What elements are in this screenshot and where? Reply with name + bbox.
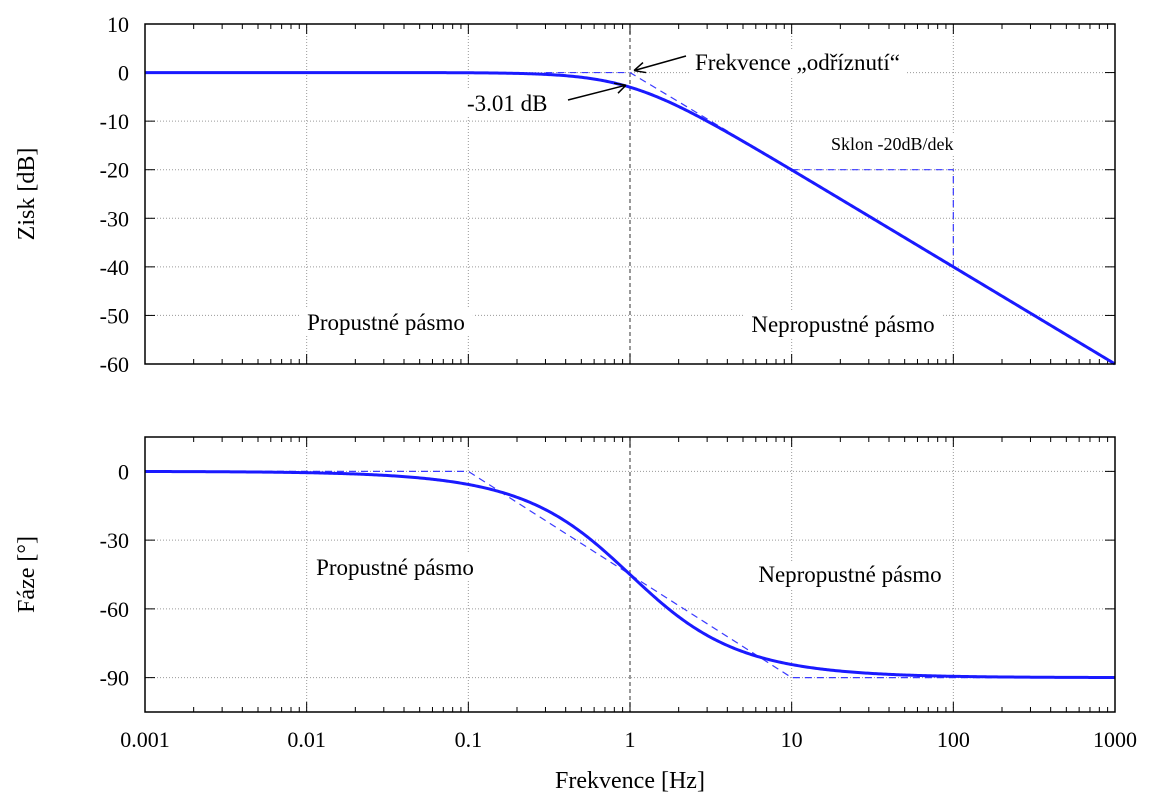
gain-y-axis-label: Zisk [dB] xyxy=(14,148,40,241)
y-tick-label: 0 xyxy=(118,61,129,86)
minus3db-label-background xyxy=(465,90,550,117)
x-tick-label: 0.01 xyxy=(287,727,326,752)
minus3db-arrow xyxy=(567,82,627,101)
phase-panel: 0 -30 -60 -90 0.001 0.01 0.1 1 10 100 1000 Propus… xyxy=(14,436,1137,794)
gain-passband-label: Propustné pásmo xyxy=(307,310,465,335)
y-tick-label: -10 xyxy=(100,109,129,134)
gain-y-tick-labels: 10 0 -10 -20 -30 -40 -50 -60 xyxy=(100,12,129,377)
gain-tick-marks xyxy=(144,23,1116,365)
phase-plot-frame xyxy=(144,436,1116,713)
y-tick-label: -30 xyxy=(100,528,129,553)
x-tick-label: 0.001 xyxy=(120,727,170,752)
x-tick-label: 0.1 xyxy=(455,727,483,752)
phase-grid xyxy=(145,437,1115,712)
phase-passband-label: Propustné pásmo xyxy=(316,555,474,580)
gain-panel: 10 0 -10 -20 -30 -40 -50 -60 Frekvence „odříznu… xyxy=(14,12,1116,377)
gain-curve xyxy=(145,71,1116,366)
phase-y-tick-labels: 0 -30 -60 -90 xyxy=(100,459,129,690)
phase-passband-label-background xyxy=(308,554,482,581)
y-tick-label: -50 xyxy=(100,303,129,328)
phase-stopband-label: Nepropustné pásmo xyxy=(758,562,941,587)
y-tick-label: -30 xyxy=(100,206,129,231)
gain-grid xyxy=(145,24,1115,364)
minus3db-label: -3.01 dB xyxy=(467,91,548,116)
phase-tick-marks xyxy=(144,437,1116,712)
cutoff-frequency-label: Frekvence „odříznutí“ xyxy=(695,50,900,75)
x-tick-label: 1000 xyxy=(1093,727,1137,752)
cutoff-arrow xyxy=(633,55,687,74)
gain-slope-marker xyxy=(791,169,954,267)
y-tick-label: 0 xyxy=(118,459,129,484)
x-axis-label: Frekvence [Hz] xyxy=(555,768,705,794)
cutoff-label-background xyxy=(689,49,906,76)
y-tick-label: -60 xyxy=(100,597,129,622)
phase-y-axis-label: Fáze [°] xyxy=(14,536,40,613)
y-tick-label: -40 xyxy=(100,255,129,280)
gain-plot-frame xyxy=(144,23,1116,365)
phase-curve xyxy=(145,470,1115,679)
y-tick-label: -20 xyxy=(100,158,129,183)
gain-passband-label-background xyxy=(299,309,473,336)
phase-stopband-label-background xyxy=(750,561,950,588)
x-tick-label: 10 xyxy=(781,727,803,752)
slope-label-background xyxy=(828,133,957,155)
x-tick-label: 100 xyxy=(937,727,970,752)
y-tick-label: -60 xyxy=(100,352,129,377)
slope-label: Sklon -20dB/dek xyxy=(831,134,954,154)
gain-stopband-label-background xyxy=(743,311,943,338)
y-tick-label: 10 xyxy=(107,12,129,37)
x-tick-label: 1 xyxy=(625,727,636,752)
phase-x-tick-labels: 0.001 0.01 0.1 1 10 100 1000 xyxy=(120,727,1137,752)
y-tick-label: -90 xyxy=(100,666,129,691)
gain-stopband-label: Nepropustné pásmo xyxy=(751,312,934,337)
